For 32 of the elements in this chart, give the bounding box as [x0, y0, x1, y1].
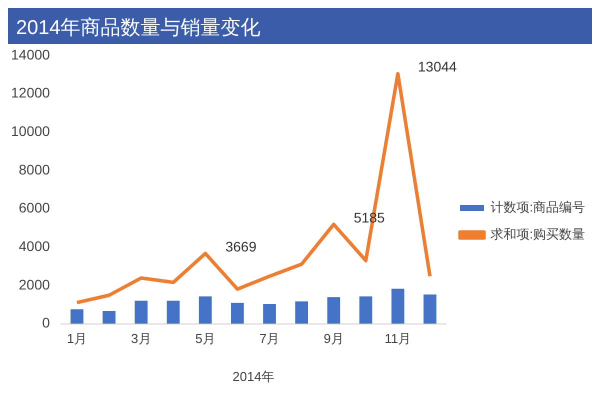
bar — [231, 302, 244, 324]
x-tick-label: 5月 — [195, 331, 216, 346]
y-tick-label: 0 — [42, 314, 50, 331]
bar — [166, 300, 180, 324]
y-tick-label: 4000 — [18, 238, 50, 254]
data-label: 3669 — [225, 238, 257, 254]
data-label: 13044 — [418, 58, 458, 75]
bar — [424, 294, 436, 324]
x-tick-label: 7月 — [259, 331, 280, 346]
x-tick-label: 3月 — [131, 331, 152, 346]
chart-title: 2014年商品数量与销量变化 — [8, 8, 592, 44]
legend-label: 求和项:购买数量 — [490, 226, 586, 242]
x-axis-title: 2014年 — [232, 368, 274, 384]
legend-label: 计数项:商品编号 — [490, 200, 586, 215]
x-tick-label: 9月 — [324, 331, 344, 346]
bar — [359, 296, 372, 324]
bar — [391, 288, 404, 324]
bar — [263, 304, 276, 324]
x-tick-label: 1月 — [66, 331, 88, 346]
y-tick-label: 8000 — [18, 161, 50, 178]
bar — [327, 297, 340, 324]
bar — [70, 309, 84, 324]
bar — [198, 296, 212, 324]
y-tick-label: 6000 — [18, 200, 50, 216]
x-tick-label: 11月 — [384, 331, 412, 346]
y-tick-label: 12000 — [10, 84, 50, 101]
y-tick-label: 2000 — [18, 276, 50, 292]
bar — [134, 300, 148, 324]
bar — [102, 310, 116, 324]
bar — [295, 301, 308, 324]
y-tick-label: 10000 — [10, 122, 50, 139]
y-tick-label: 14000 — [10, 46, 50, 62]
